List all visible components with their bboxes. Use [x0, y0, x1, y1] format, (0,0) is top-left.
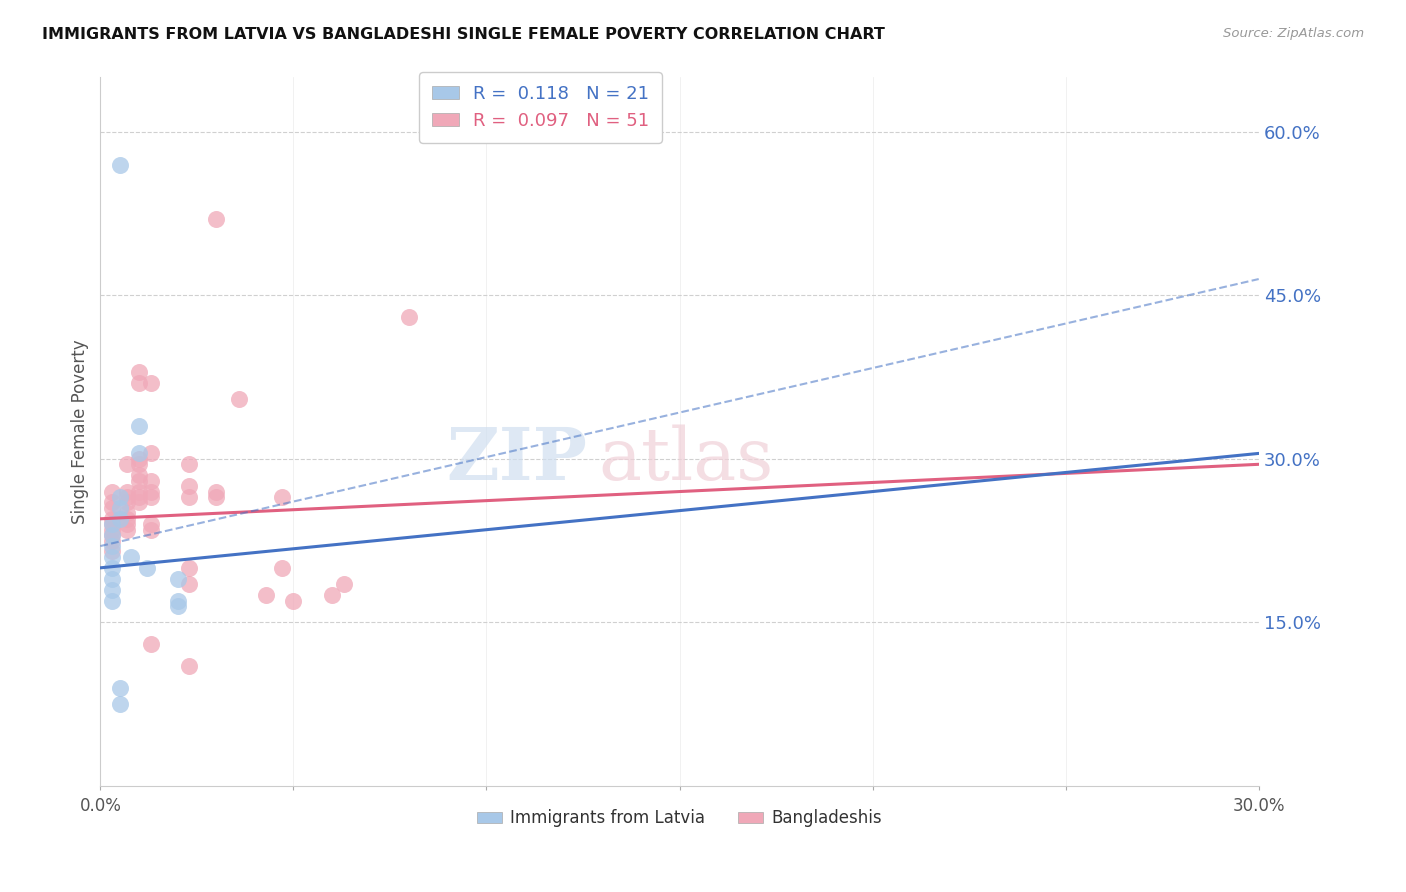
Point: [128, 458, 150, 472]
Point: [179, 458, 201, 472]
Point: [283, 593, 305, 607]
Point: [117, 495, 139, 509]
Point: [398, 310, 420, 325]
Point: [101, 572, 124, 586]
Point: [205, 484, 228, 499]
Point: [108, 512, 131, 526]
Point: [128, 490, 150, 504]
Point: [108, 490, 131, 504]
Point: [101, 593, 124, 607]
Point: [139, 490, 162, 504]
Point: [101, 533, 124, 548]
Point: [117, 506, 139, 520]
Point: [128, 451, 150, 466]
Point: [101, 549, 124, 564]
Point: [128, 365, 150, 379]
Point: [166, 593, 188, 607]
Point: [128, 468, 150, 483]
Point: [332, 577, 354, 591]
Y-axis label: Single Female Poverty: Single Female Poverty: [72, 339, 89, 524]
Point: [108, 158, 131, 172]
Point: [179, 659, 201, 673]
Point: [108, 681, 131, 695]
Point: [117, 484, 139, 499]
Point: [139, 484, 162, 499]
Point: [117, 517, 139, 532]
Point: [128, 419, 150, 434]
Point: [117, 490, 139, 504]
Point: [179, 490, 201, 504]
Point: [254, 588, 277, 602]
Point: [101, 495, 124, 509]
Point: [108, 697, 131, 711]
Point: [101, 528, 124, 542]
Point: [128, 495, 150, 509]
Point: [179, 479, 201, 493]
Text: IMMIGRANTS FROM LATVIA VS BANGLADESHI SINGLE FEMALE POVERTY CORRELATION CHART: IMMIGRANTS FROM LATVIA VS BANGLADESHI SI…: [42, 27, 884, 42]
Point: [228, 392, 250, 406]
Point: [139, 637, 162, 651]
Point: [179, 561, 201, 575]
Point: [270, 561, 292, 575]
Point: [205, 490, 228, 504]
Point: [166, 572, 188, 586]
Point: [321, 588, 343, 602]
Text: atlas: atlas: [599, 425, 773, 495]
Text: Source: ZipAtlas.com: Source: ZipAtlas.com: [1223, 27, 1364, 40]
Point: [101, 528, 124, 542]
Point: [139, 376, 162, 390]
Point: [101, 582, 124, 597]
Text: ZIP: ZIP: [446, 425, 586, 495]
Point: [101, 561, 124, 575]
Point: [205, 212, 228, 227]
Point: [117, 512, 139, 526]
Point: [101, 484, 124, 499]
Point: [101, 500, 124, 515]
Point: [139, 446, 162, 460]
Point: [101, 517, 124, 532]
Point: [101, 523, 124, 537]
Point: [135, 561, 157, 575]
Point: [101, 512, 124, 526]
Point: [166, 599, 188, 613]
Point: [117, 523, 139, 537]
Point: [101, 539, 124, 553]
Legend: Immigrants from Latvia, Bangladeshis: Immigrants from Latvia, Bangladeshis: [470, 803, 889, 834]
Point: [128, 376, 150, 390]
Point: [108, 500, 131, 515]
Point: [101, 544, 124, 558]
Point: [179, 577, 201, 591]
Point: [117, 458, 139, 472]
Point: [128, 484, 150, 499]
Point: [101, 517, 124, 532]
Point: [139, 474, 162, 488]
Point: [120, 549, 142, 564]
Point: [270, 490, 292, 504]
Point: [139, 517, 162, 532]
Point: [139, 523, 162, 537]
Point: [128, 446, 150, 460]
Point: [128, 474, 150, 488]
